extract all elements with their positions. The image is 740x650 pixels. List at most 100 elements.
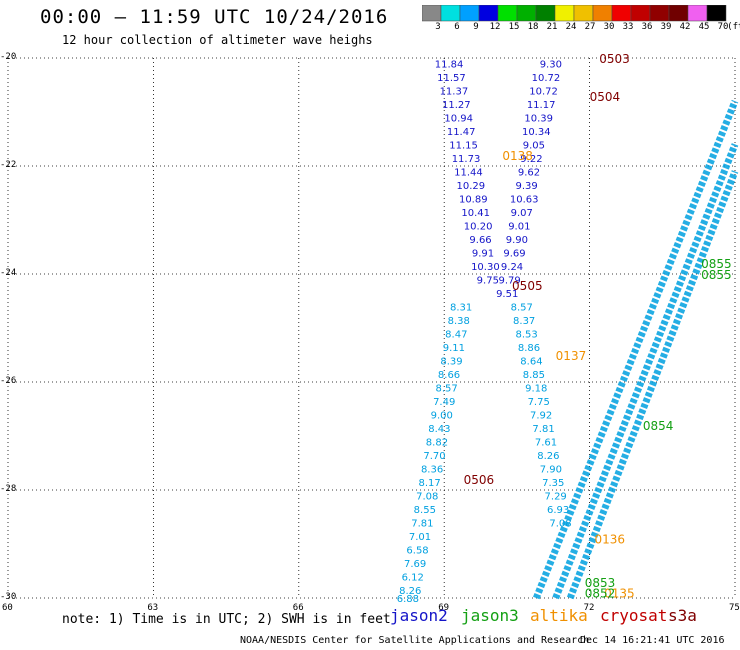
swh-value: 6.93 — [547, 505, 569, 516]
swh-value: 7.75 — [528, 397, 550, 408]
swh-value: 11.44 — [454, 167, 483, 178]
lat-tick-label: -20 — [0, 52, 17, 62]
time-label: 0136 — [594, 533, 625, 547]
swh-value: 10.29 — [457, 181, 486, 192]
legend-label: 21 — [546, 22, 558, 32]
swh-value: 9.22 — [520, 154, 542, 165]
swh-value: 6.12 — [402, 572, 424, 583]
swh-value: 8.57 — [511, 302, 533, 313]
swh-value: 11.57 — [437, 73, 466, 84]
swh-value: 9.18 — [525, 383, 547, 394]
swh-value: 8.57 — [435, 383, 457, 394]
swh-value: 8.86 — [518, 343, 540, 354]
legend-label: 6 — [454, 22, 460, 32]
legend-cryosat: cryosat — [600, 606, 668, 625]
swh-value: 8.43 — [428, 424, 450, 435]
note-text: note: 1) Time is in UTC; 2) SWH is in fe… — [62, 612, 391, 627]
swh-value: 8.26 — [537, 451, 559, 462]
legend-label: 18 — [527, 22, 539, 32]
swh-value: 6.58 — [406, 545, 428, 556]
swh-value: 8.37 — [513, 316, 535, 327]
lon-tick-label: 66 — [292, 603, 304, 613]
legend-label: 70 — [717, 22, 729, 32]
swh-value: 8.85 — [523, 370, 545, 381]
swh-value: 11.17 — [527, 100, 556, 111]
lat-tick-label: -22 — [0, 160, 17, 170]
swh-value: 7.08 — [549, 518, 571, 529]
time-label: 0135 — [604, 587, 635, 601]
swh-value: 8.66 — [438, 370, 460, 381]
swh-value: 9.00 — [431, 410, 453, 421]
swh-value: 7.90 — [540, 464, 562, 475]
lon-tick-label: 75 — [729, 603, 740, 613]
swh-value: 10.30 — [471, 262, 500, 273]
map-title: 00:00 – 11:59 UTC 10/24/2016 — [40, 6, 389, 28]
swh-value: 10.72 — [532, 73, 561, 84]
lon-tick-label: 69 — [438, 603, 450, 613]
swh-value: 11.84 — [435, 59, 464, 70]
swh-value: 10.72 — [529, 86, 558, 97]
swh-value: 6.88 — [397, 594, 419, 605]
swh-value: 8.47 — [445, 329, 467, 340]
legend-label: (ft) — [727, 22, 740, 32]
swh-value: 8.38 — [448, 316, 470, 327]
swh-value: 7.81 — [532, 424, 554, 435]
time-label: 0853 — [585, 576, 616, 590]
swh-value: 9.30 — [540, 59, 562, 70]
swh-value: 10.94 — [444, 113, 473, 124]
time-label: 0504 — [590, 90, 621, 104]
swh-value: 7.29 — [545, 491, 567, 502]
swh-value: 8.82 — [426, 437, 448, 448]
legend-label: 39 — [660, 22, 672, 32]
color-scale-legend — [422, 5, 727, 22]
swh-value: 7.81 — [411, 518, 433, 529]
swh-value: 10.89 — [459, 194, 488, 205]
swh-value: 10.39 — [524, 113, 553, 124]
lat-tick-label: -26 — [0, 376, 17, 386]
legend-label: 30 — [603, 22, 615, 32]
legend-jason3: jason3 — [461, 606, 519, 625]
lon-tick-label: 63 — [147, 603, 159, 613]
legend-label: 45 — [698, 22, 710, 32]
swh-value: 9.75 — [477, 275, 499, 286]
swh-value: 7.70 — [423, 451, 445, 462]
swh-value: 9.07 — [511, 208, 533, 219]
swh-value: 8.53 — [515, 329, 537, 340]
legend-label: 42 — [679, 22, 691, 32]
legend-label: 36 — [641, 22, 653, 32]
swh-value: 8.64 — [520, 356, 542, 367]
swh-value: 7.49 — [433, 397, 455, 408]
swh-value: 11.27 — [442, 100, 471, 111]
swh-value: 9.79 — [498, 275, 520, 286]
swh-value: 9.51 — [496, 289, 518, 300]
swh-value: 10.63 — [510, 194, 539, 205]
lat-tick-label: -28 — [0, 484, 17, 494]
footer-timestamp: Dec 14 16:21:41 UTC 2016 — [580, 635, 725, 646]
legend-label: 3 — [435, 22, 441, 32]
swh-value: 7.35 — [542, 478, 564, 489]
swh-value: 9.66 — [469, 235, 491, 246]
time-label: 0505 — [512, 279, 543, 293]
swh-value: 9.39 — [515, 181, 537, 192]
swh-value: 7.61 — [535, 437, 557, 448]
swh-value: 8.31 — [450, 302, 472, 313]
time-label: 0506 — [464, 473, 495, 487]
swh-value: 9.11 — [443, 343, 465, 354]
swh-value: 7.01 — [409, 532, 431, 543]
swh-value: 7.69 — [404, 559, 426, 570]
lat-tick-label: -24 — [0, 268, 17, 278]
swh-value: 9.01 — [508, 221, 530, 232]
legend-label: 15 — [508, 22, 520, 32]
time-label: 0138 — [502, 149, 533, 163]
swh-value: 9.91 — [472, 248, 494, 259]
swh-value: 10.20 — [464, 221, 493, 232]
swh-value: 8.39 — [440, 356, 462, 367]
swh-value: 8.55 — [414, 505, 436, 516]
swh-value: 11.15 — [449, 140, 478, 151]
time-label: 0855 — [701, 268, 732, 282]
time-label: 0852 — [585, 587, 616, 601]
time-label: 0137 — [556, 349, 587, 363]
lon-tick-label: 72 — [583, 603, 595, 613]
